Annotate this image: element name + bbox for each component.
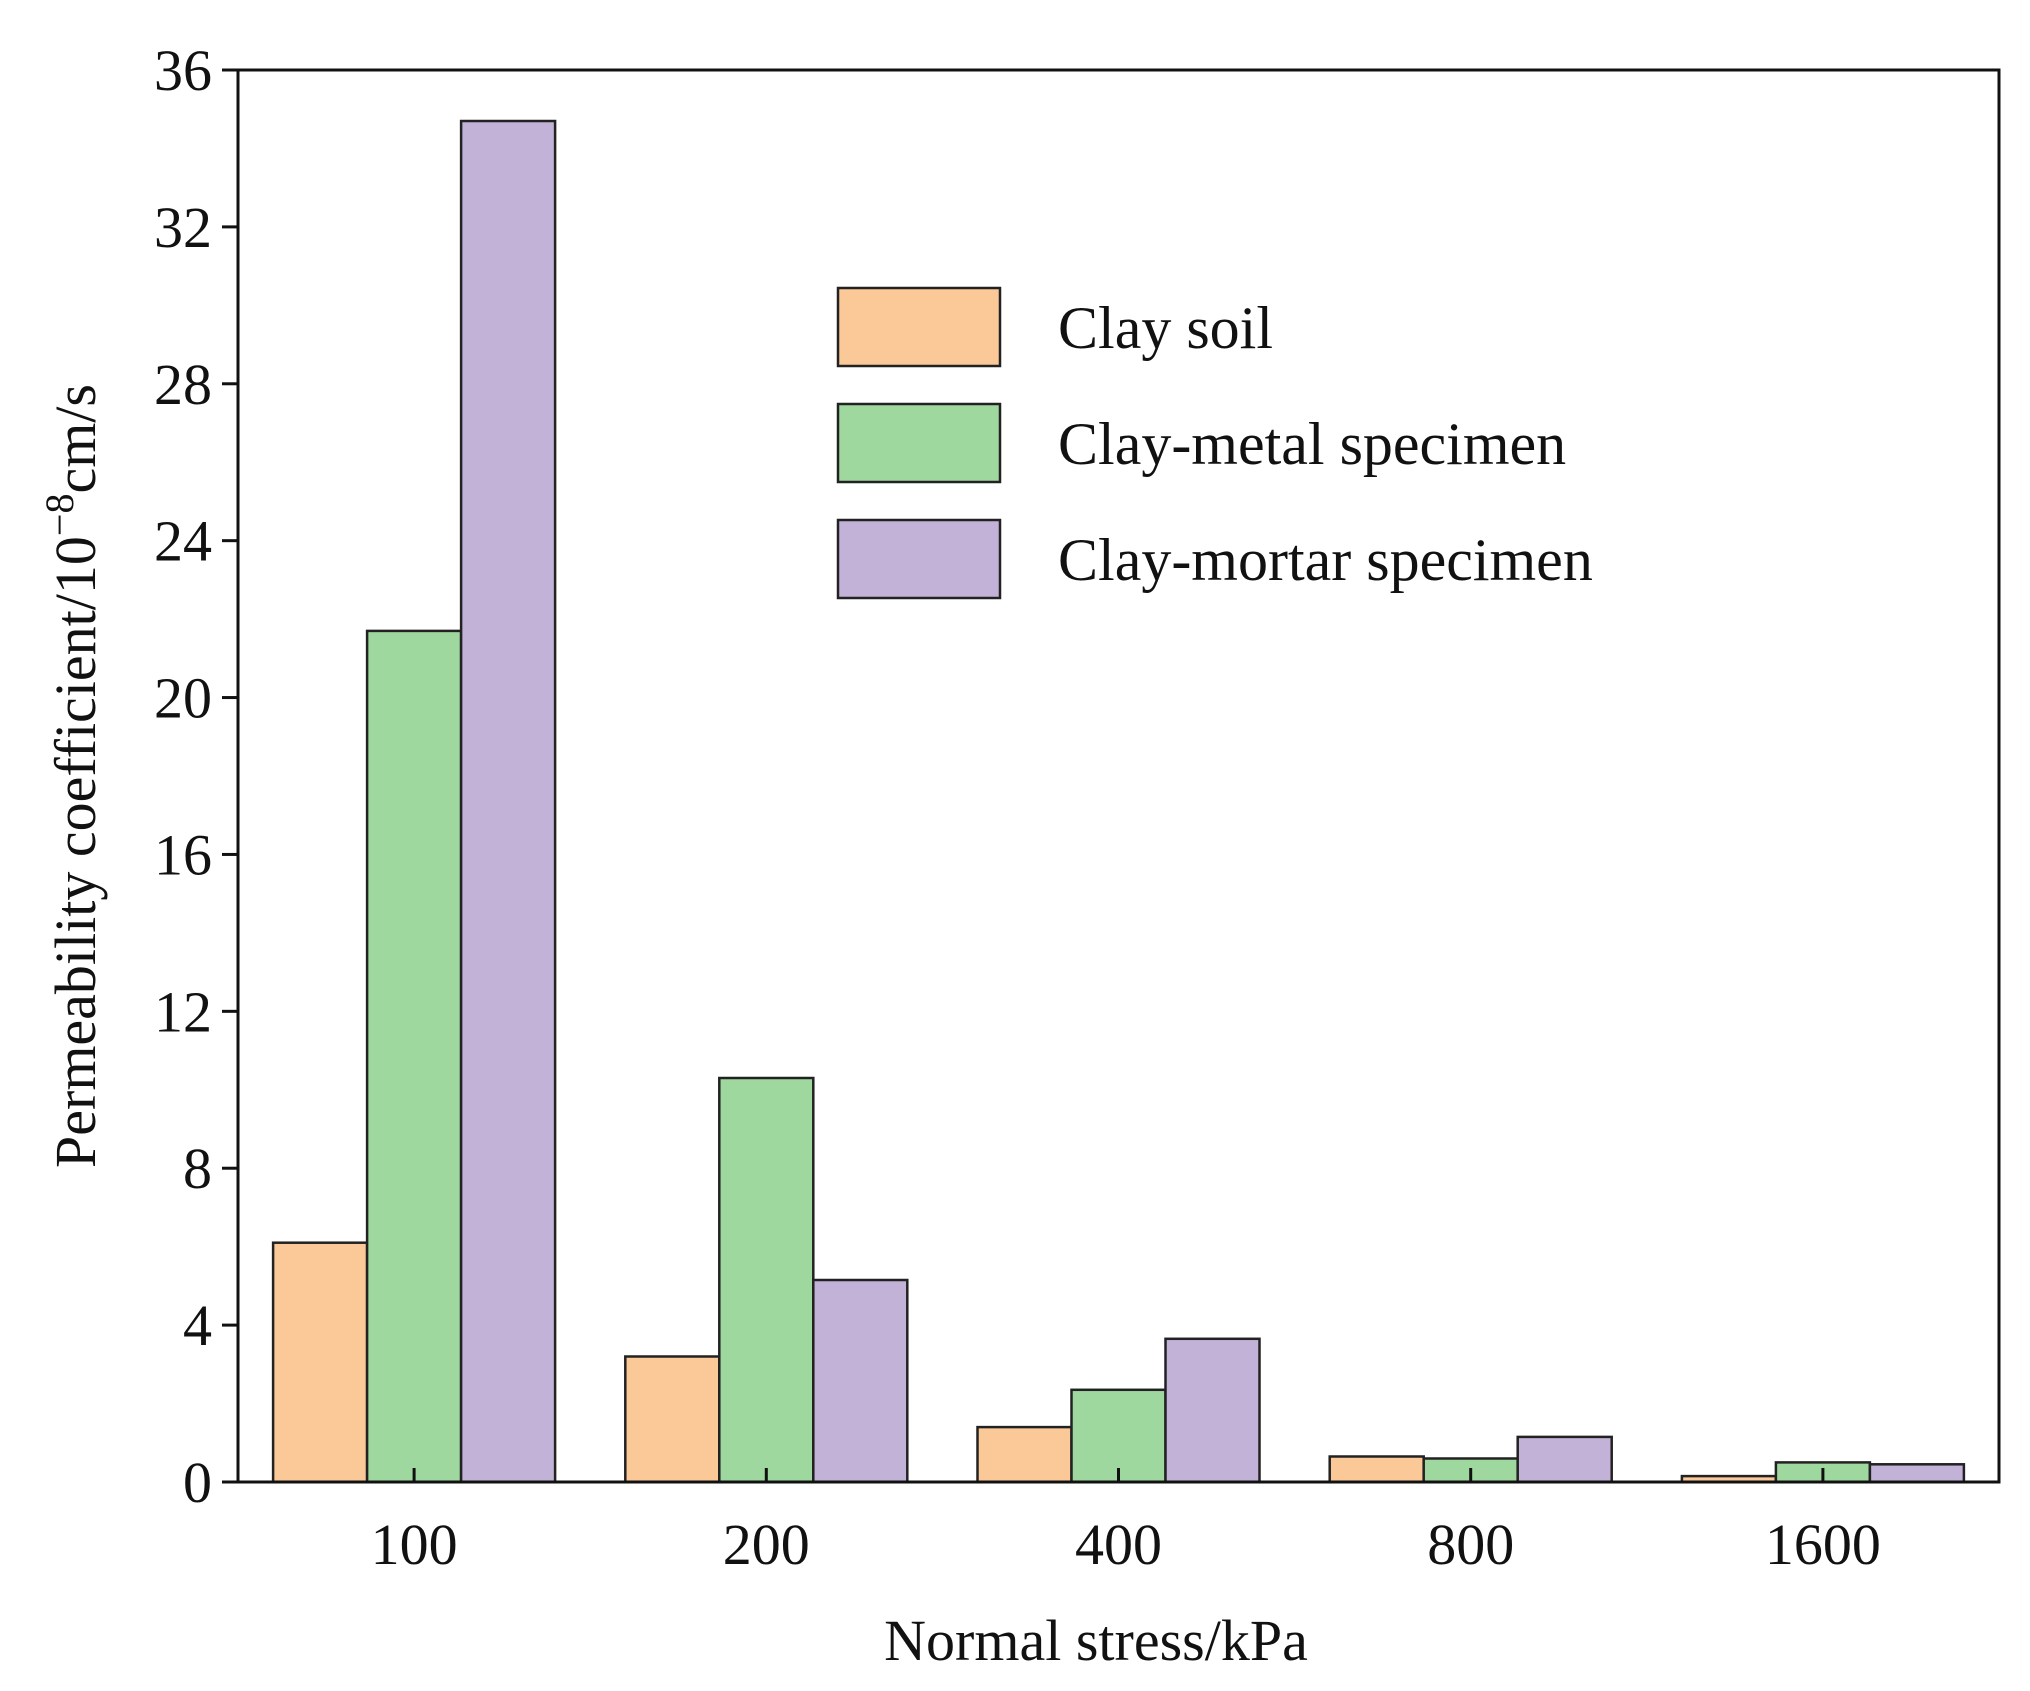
legend-swatch-clay-mortar-specimen	[836, 518, 1002, 600]
y-tick-label-24: 24	[154, 509, 212, 574]
bar-clay-metal-specimen-200	[718, 1076, 815, 1484]
y-axis-title-exponent: −8	[37, 494, 82, 537]
y-axis-title-group: Permeability coefficient/10−8cm/s	[37, 384, 108, 1168]
legend-label-clay-mortar-specimen: Clay-mortar specimen	[1058, 527, 1593, 593]
bar-clay-soil-800	[1328, 1455, 1425, 1484]
x-axis: 100 200 400 800 1600	[371, 1468, 1881, 1577]
y-axis-title-main: Permeability coefficient/10	[43, 536, 108, 1168]
legend: Clay soil Clay-metal specimen Clay-mortar …	[836, 286, 1593, 600]
bar-clay-mortar-specimen-1600	[1868, 1463, 1966, 1484]
x-axis-title: Normal stress/kPa	[884, 1608, 1308, 1673]
legend-label-clay-metal-specimen: Clay-metal specimen	[1058, 411, 1566, 477]
legend-label-clay-soil: Clay soil	[1058, 295, 1273, 361]
x-tick-label-100: 100	[371, 1512, 458, 1577]
bars-layer	[271, 119, 1966, 1484]
y-tick-label-0: 0	[183, 1450, 212, 1515]
legend-swatch-clay-metal-specimen	[836, 402, 1002, 484]
y-tick-label-4: 4	[183, 1293, 212, 1358]
y-tick-label-16: 16	[154, 822, 212, 887]
y-tick-label-28: 28	[154, 352, 212, 417]
y-tick-label-20: 20	[154, 666, 212, 731]
y-tick-label-8: 8	[183, 1136, 212, 1201]
bar-clay-metal-specimen-400	[1070, 1388, 1167, 1484]
bar-clay-mortar-specimen-400	[1164, 1337, 1261, 1484]
bar-clay-mortar-specimen-200	[812, 1278, 909, 1484]
y-axis: 0 4 8 12 16 20 24 28 32 36	[154, 38, 238, 1515]
y-tick-label-32: 32	[154, 195, 212, 260]
y-tick-label-12: 12	[154, 979, 212, 1044]
y-axis-title-unit: cm/s	[43, 384, 108, 494]
bar-clay-soil-200	[624, 1355, 721, 1484]
y-tick-label-36: 36	[154, 38, 212, 103]
bar-clay-soil-400	[976, 1425, 1073, 1484]
x-tick-label-800: 800	[1427, 1512, 1514, 1577]
x-tick-label-1600: 1600	[1765, 1512, 1881, 1577]
bar-clay-soil-100	[271, 1241, 369, 1484]
legend-swatch-clay-soil	[836, 286, 1002, 368]
x-tick-label-200: 200	[723, 1512, 810, 1577]
bar-clay-mortar-specimen-800	[1516, 1435, 1613, 1484]
y-axis-title: Permeability coefficient/10−8cm/s	[37, 384, 108, 1168]
bar-clay-mortar-specimen-100	[459, 119, 557, 1484]
x-tick-label-400: 400	[1075, 1512, 1162, 1577]
bar-clay-metal-specimen-100	[365, 629, 463, 1484]
